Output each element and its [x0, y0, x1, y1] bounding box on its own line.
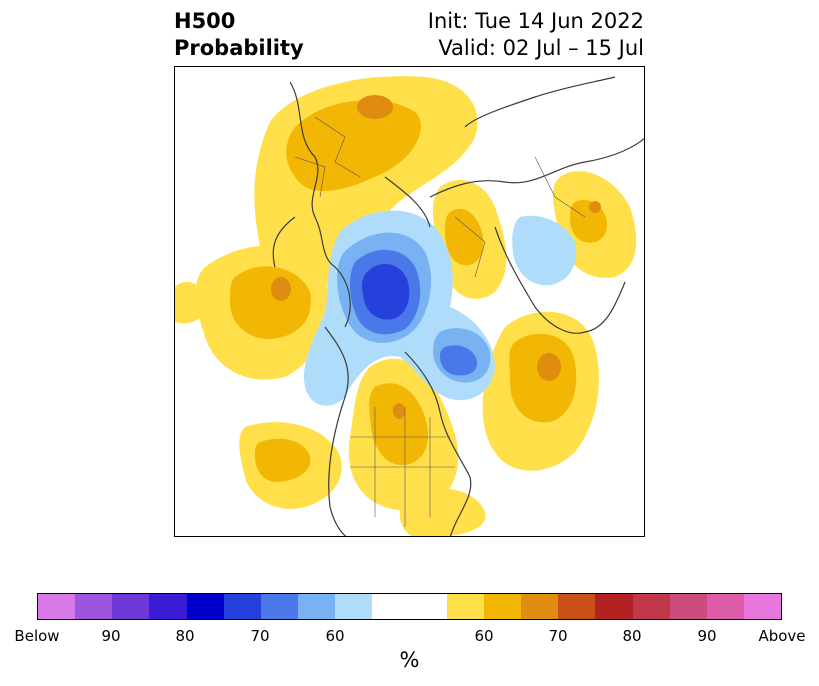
colorbar-tick-label: 70 — [250, 627, 270, 645]
colorbar — [37, 593, 782, 620]
colorbar-segment — [706, 594, 744, 619]
colorbar-tick-label: Above — [758, 627, 806, 645]
colorbar-segment — [632, 594, 670, 619]
below-strongest-regions — [362, 263, 410, 320]
colorbar-tick-label: 60 — [325, 627, 345, 645]
colorbar-segment — [669, 594, 707, 619]
above-region-atlantic — [175, 281, 206, 324]
title-variable: H500 — [174, 9, 236, 33]
colorbar-segment — [38, 594, 76, 619]
valid-period: Valid: 02 Jul – 15 Jul — [438, 36, 644, 60]
colorbar-segment — [260, 594, 299, 619]
colorbar-segment — [595, 594, 633, 619]
init-date: Init: Tue 14 Jun 2022 — [427, 9, 644, 33]
colorbar-tick-label: Below — [14, 627, 60, 645]
above-strongest-regions — [271, 95, 601, 419]
colorbar-segment — [298, 594, 336, 619]
colorbar-tick-labels: Below 90 80 70 60 60 70 80 90 Above — [0, 627, 819, 647]
forecast-dates: Init: Tue 14 Jun 2022 Valid: 02 Jul – 15… — [428, 8, 644, 62]
colorbar-tick-label: 80 — [622, 627, 642, 645]
colorbar-segment — [75, 594, 113, 619]
colorbar-segment — [521, 594, 559, 619]
colorbar-segment — [743, 594, 782, 619]
colorbar-tick-label: 80 — [175, 627, 195, 645]
colorbar-segment — [186, 594, 224, 619]
title-product: Probability — [174, 36, 304, 60]
colorbar-segment — [483, 594, 522, 619]
colorbar-tick-label: 60 — [474, 627, 494, 645]
political-borders — [294, 116, 586, 527]
colorbar-segment — [372, 594, 410, 619]
above-region-south — [399, 488, 486, 536]
chart-title: H500 Probability — [174, 8, 304, 62]
colorbar-segment — [335, 594, 373, 619]
colorbar-segment — [112, 594, 150, 619]
colorbar-segment — [446, 594, 484, 619]
colorbar-segment — [149, 594, 187, 619]
colorbar-tick-label: 90 — [101, 627, 121, 645]
above-strong-regions — [230, 100, 608, 482]
coastlines — [272, 76, 644, 536]
map-panel — [174, 66, 645, 537]
colorbar-tick-label: 70 — [548, 627, 568, 645]
colorbar-unit-label: % — [399, 648, 420, 672]
colorbar-segment — [223, 594, 261, 619]
colorbar-segment — [409, 594, 447, 619]
colorbar-segment — [558, 594, 596, 619]
colorbar-tick-label: 90 — [697, 627, 717, 645]
probability-map — [175, 67, 644, 536]
